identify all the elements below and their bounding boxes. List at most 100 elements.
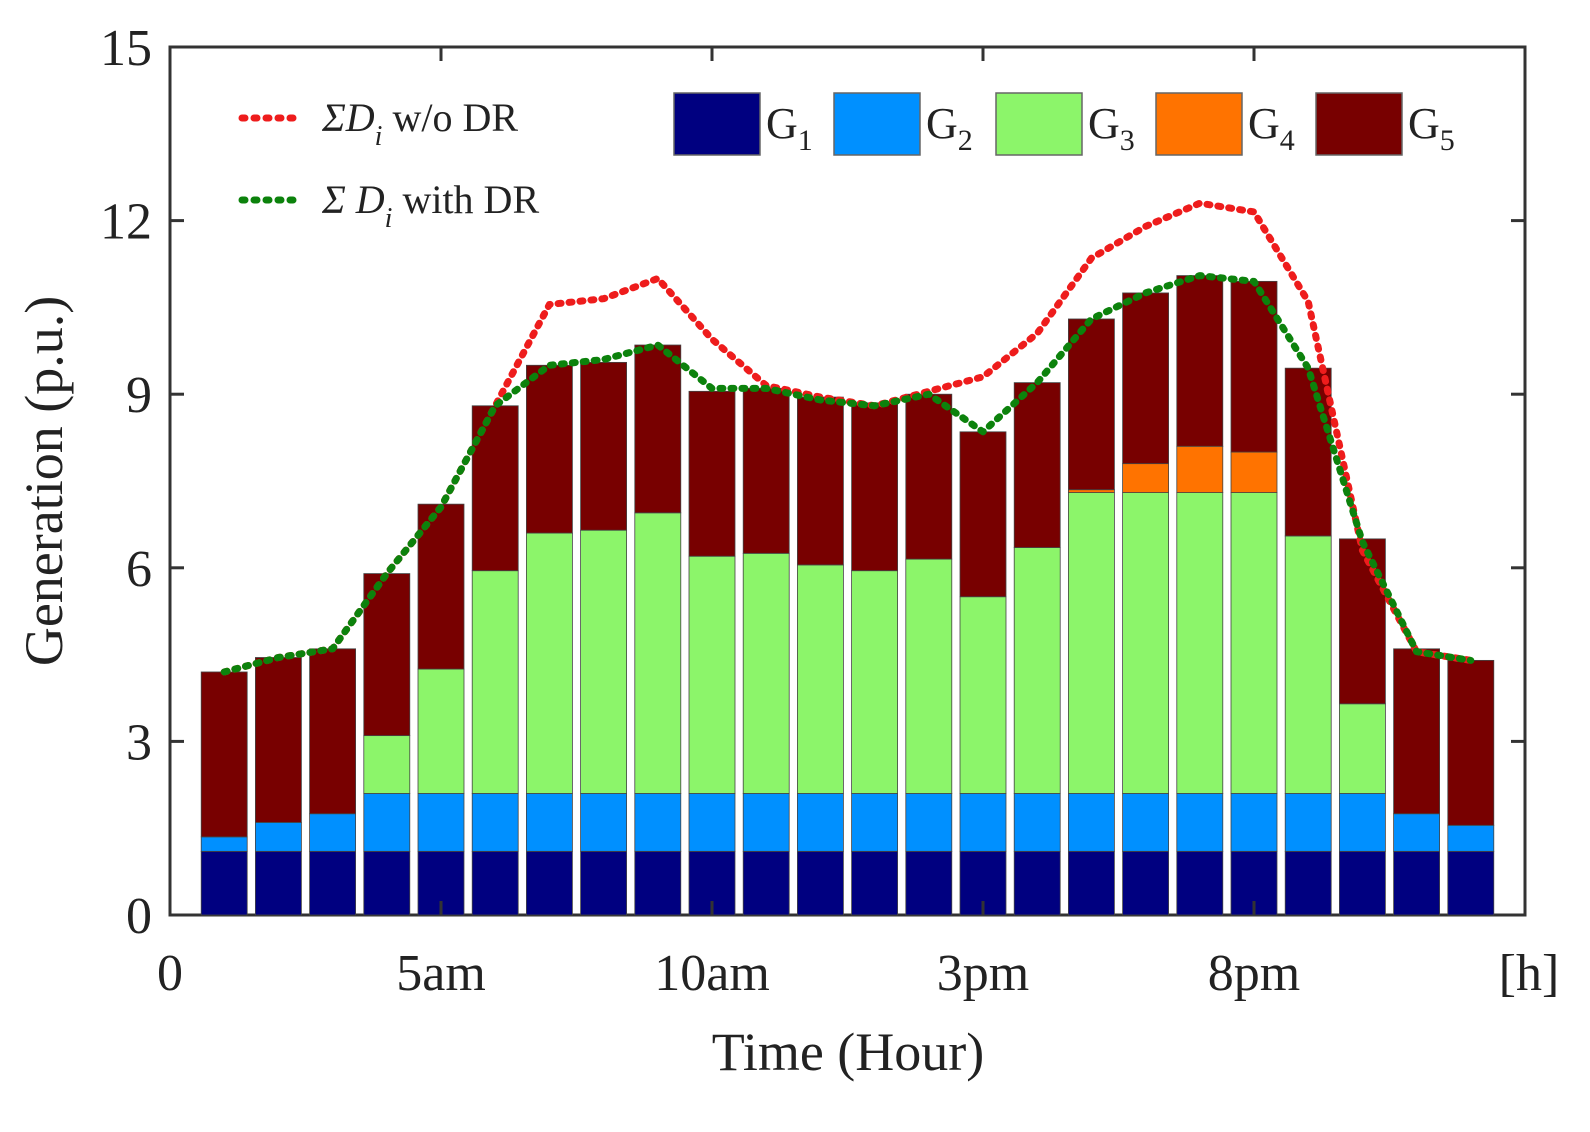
bar-g2-hour-15 [959,793,1007,852]
bar-g1-hour-19 [1176,850,1224,916]
bar-g3-hour-14 [905,558,953,794]
bar-g3-hour-18 [1122,492,1169,794]
bar-g2-hour-22 [1339,793,1386,852]
legend-label-g4: G4 [1248,99,1295,157]
bar-g5-hour-22 [1339,538,1386,705]
bar-g1-hour-16 [1013,850,1061,916]
bar-g3-hour-12 [797,564,844,794]
bar-g4-hour-18 [1122,463,1169,493]
x-tick-label: 10am [654,945,770,1002]
bar-g2-hour-21 [1284,793,1332,852]
bar-g1-hour-8 [580,850,627,916]
bar-g1-hour-24 [1447,850,1495,916]
bar-g5-hour-13 [851,402,898,572]
demand-lines [220,199,1475,676]
bar-g3-hour-20 [1230,492,1278,794]
y-tick-label: 0 [126,888,152,945]
bar-g2-hour-24 [1447,824,1495,852]
bar-g5-hour-10 [688,390,736,557]
bar-g3-hour-22 [1339,703,1386,794]
bar-g1-hour-7 [526,850,573,916]
bar-g1-hour-11 [742,850,790,916]
bar-g2-hour-9 [634,793,682,852]
bar-g5-hour-17 [1068,318,1115,491]
legend-swatch-g1 [673,92,761,156]
bar-g5-hour-12 [797,396,844,566]
bar-g2-hour-8 [580,793,627,852]
bar-g1-hour-13 [851,850,898,916]
bar-g3-hour-10 [688,555,736,794]
bar-g3-hour-19 [1176,492,1224,794]
bar-g5-hour-5 [417,503,465,670]
bar-g2-hour-14 [905,793,953,852]
bar-g5-hour-8 [580,361,627,531]
y-tick-label: 6 [126,541,152,598]
bar-g3-hour-5 [417,668,465,794]
bar-g2-hour-4 [363,793,411,852]
axis-ticks: 0 3 6 9 12 15 0 5am 10am 3pm 8pm [h] [100,20,1559,1002]
legend-swatch-g5 [1315,92,1403,156]
y-tick-label: 9 [126,367,152,424]
bar-g1-hour-6 [471,850,519,916]
bar-g5-hour-7 [526,364,573,534]
bar-g2-hour-11 [742,793,790,852]
bar-g5-hour-16 [1013,382,1061,548]
x-tick-label: 5am [396,945,486,1002]
bar-g5-hour-9 [634,344,682,514]
bar-g3-hour-7 [526,532,573,794]
x-tick-label: 3pm [937,945,1029,1002]
bar-g3-hour-11 [742,552,790,794]
x-tick-label: 8pm [1208,945,1300,1002]
bar-g2-hour-18 [1122,793,1169,852]
bar-g4-hour-20 [1230,451,1278,493]
bar-g2-hour-17 [1068,793,1115,852]
bar-g5-hour-4 [363,573,411,737]
bar-g2-hour-5 [417,793,465,852]
bar-g5-hour-1 [200,671,248,838]
bar-g5-hour-15 [959,431,1007,598]
bar-g1-hour-18 [1122,850,1169,916]
y-tick-label: 3 [126,714,152,771]
bar-g2-hour-13 [851,793,898,852]
x-axis-label: Time (Hour) [712,1022,985,1082]
bar-g5-hour-23 [1393,648,1440,815]
bar-g1-hour-1 [200,850,248,916]
legend-swatch-g2 [833,92,921,156]
bar-g5-hour-3 [309,648,357,815]
bar-g4-hour-19 [1176,445,1224,493]
bar-g3-hour-16 [1013,547,1061,794]
bar-g5-hour-14 [905,393,953,560]
legend-label-g3: G3 [1088,99,1135,157]
bar-g2-hour-6 [471,793,519,852]
bar-g2-hour-19 [1176,793,1224,852]
y-axis-label: Generation (p.u.) [14,296,74,666]
bar-g5-hour-21 [1284,367,1332,537]
bar-g1-hour-14 [905,850,953,916]
bar-g3-hour-6 [471,570,519,794]
bar-g1-hour-2 [254,850,302,916]
bar-g2-hour-1 [200,836,248,852]
bar-g2-hour-23 [1393,813,1440,852]
bar-g1-hour-12 [797,850,844,916]
legend-swatch-g4 [1155,92,1243,156]
bar-g2-hour-3 [309,813,357,852]
legend-label-g2: G2 [926,99,973,157]
legend-label-with-dr: Σ Di with DR [321,177,539,234]
bar-g3-hour-8 [580,529,627,794]
line-demand-with-dr [220,272,1475,676]
bar-g1-hour-9 [634,850,682,916]
legend-swatch-g3 [995,92,1083,156]
bar-g3-hour-9 [634,512,682,794]
bar-g2-hour-12 [797,793,844,852]
bar-g4-hour-17 [1068,489,1115,493]
bar-g2-hour-2 [254,822,302,852]
bar-g3-hour-13 [851,570,898,794]
bar-g1-hour-21 [1284,850,1332,916]
bar-g5-hour-18 [1122,292,1169,465]
legend-label-g1: G1 [766,99,813,157]
y-tick-label: 15 [100,20,152,77]
legend-label-g5: G5 [1408,99,1455,157]
bar-g2-hour-7 [526,793,573,852]
legend: ΣDi w/o DR Σ Di with DR G1 G2 G3 G4 G5 [238,92,1455,234]
